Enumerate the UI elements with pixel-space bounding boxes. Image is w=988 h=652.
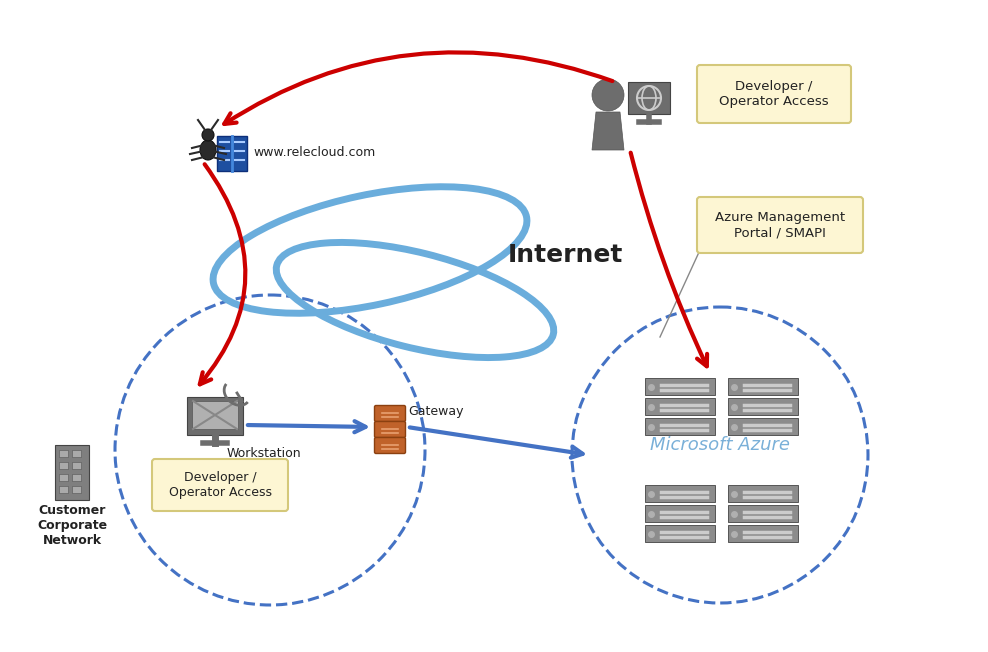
- Text: Workstation: Workstation: [227, 447, 301, 460]
- Bar: [645, 505, 715, 522]
- Ellipse shape: [200, 140, 216, 160]
- Bar: [728, 505, 798, 522]
- Text: Customer
Corporate
Network: Customer Corporate Network: [37, 504, 107, 547]
- Bar: [728, 398, 798, 415]
- Bar: [59, 474, 68, 481]
- Bar: [728, 418, 798, 435]
- Bar: [728, 378, 798, 395]
- Text: Developer /
Operator Access: Developer / Operator Access: [169, 471, 272, 499]
- Text: www.relecloud.com: www.relecloud.com: [253, 147, 375, 160]
- Circle shape: [202, 129, 214, 141]
- FancyBboxPatch shape: [697, 197, 863, 253]
- Bar: [645, 398, 715, 415]
- Text: Microsoft Azure: Microsoft Azure: [650, 436, 790, 454]
- Bar: [72, 462, 81, 469]
- Bar: [72, 450, 81, 457]
- Circle shape: [592, 79, 624, 111]
- FancyBboxPatch shape: [374, 421, 405, 437]
- Bar: [59, 486, 68, 493]
- Bar: [645, 378, 715, 395]
- Bar: [59, 450, 68, 457]
- Bar: [72, 474, 81, 481]
- Bar: [72, 486, 81, 493]
- Text: Azure Management
Portal / SMAPI: Azure Management Portal / SMAPI: [715, 211, 845, 239]
- FancyBboxPatch shape: [374, 406, 405, 421]
- Bar: [192, 401, 238, 429]
- Bar: [55, 445, 89, 500]
- Text: Internet: Internet: [507, 243, 622, 267]
- Bar: [645, 418, 715, 435]
- FancyBboxPatch shape: [697, 65, 851, 123]
- Bar: [187, 397, 243, 435]
- Bar: [217, 136, 247, 171]
- FancyBboxPatch shape: [374, 437, 405, 454]
- Bar: [645, 485, 715, 502]
- Bar: [728, 485, 798, 502]
- Polygon shape: [592, 112, 624, 150]
- Bar: [728, 525, 798, 542]
- Text: Gateway: Gateway: [408, 405, 463, 418]
- Bar: [59, 462, 68, 469]
- Bar: [645, 525, 715, 542]
- FancyBboxPatch shape: [152, 459, 288, 511]
- Text: Developer /
Operator Access: Developer / Operator Access: [719, 80, 829, 108]
- Bar: [628, 82, 670, 114]
